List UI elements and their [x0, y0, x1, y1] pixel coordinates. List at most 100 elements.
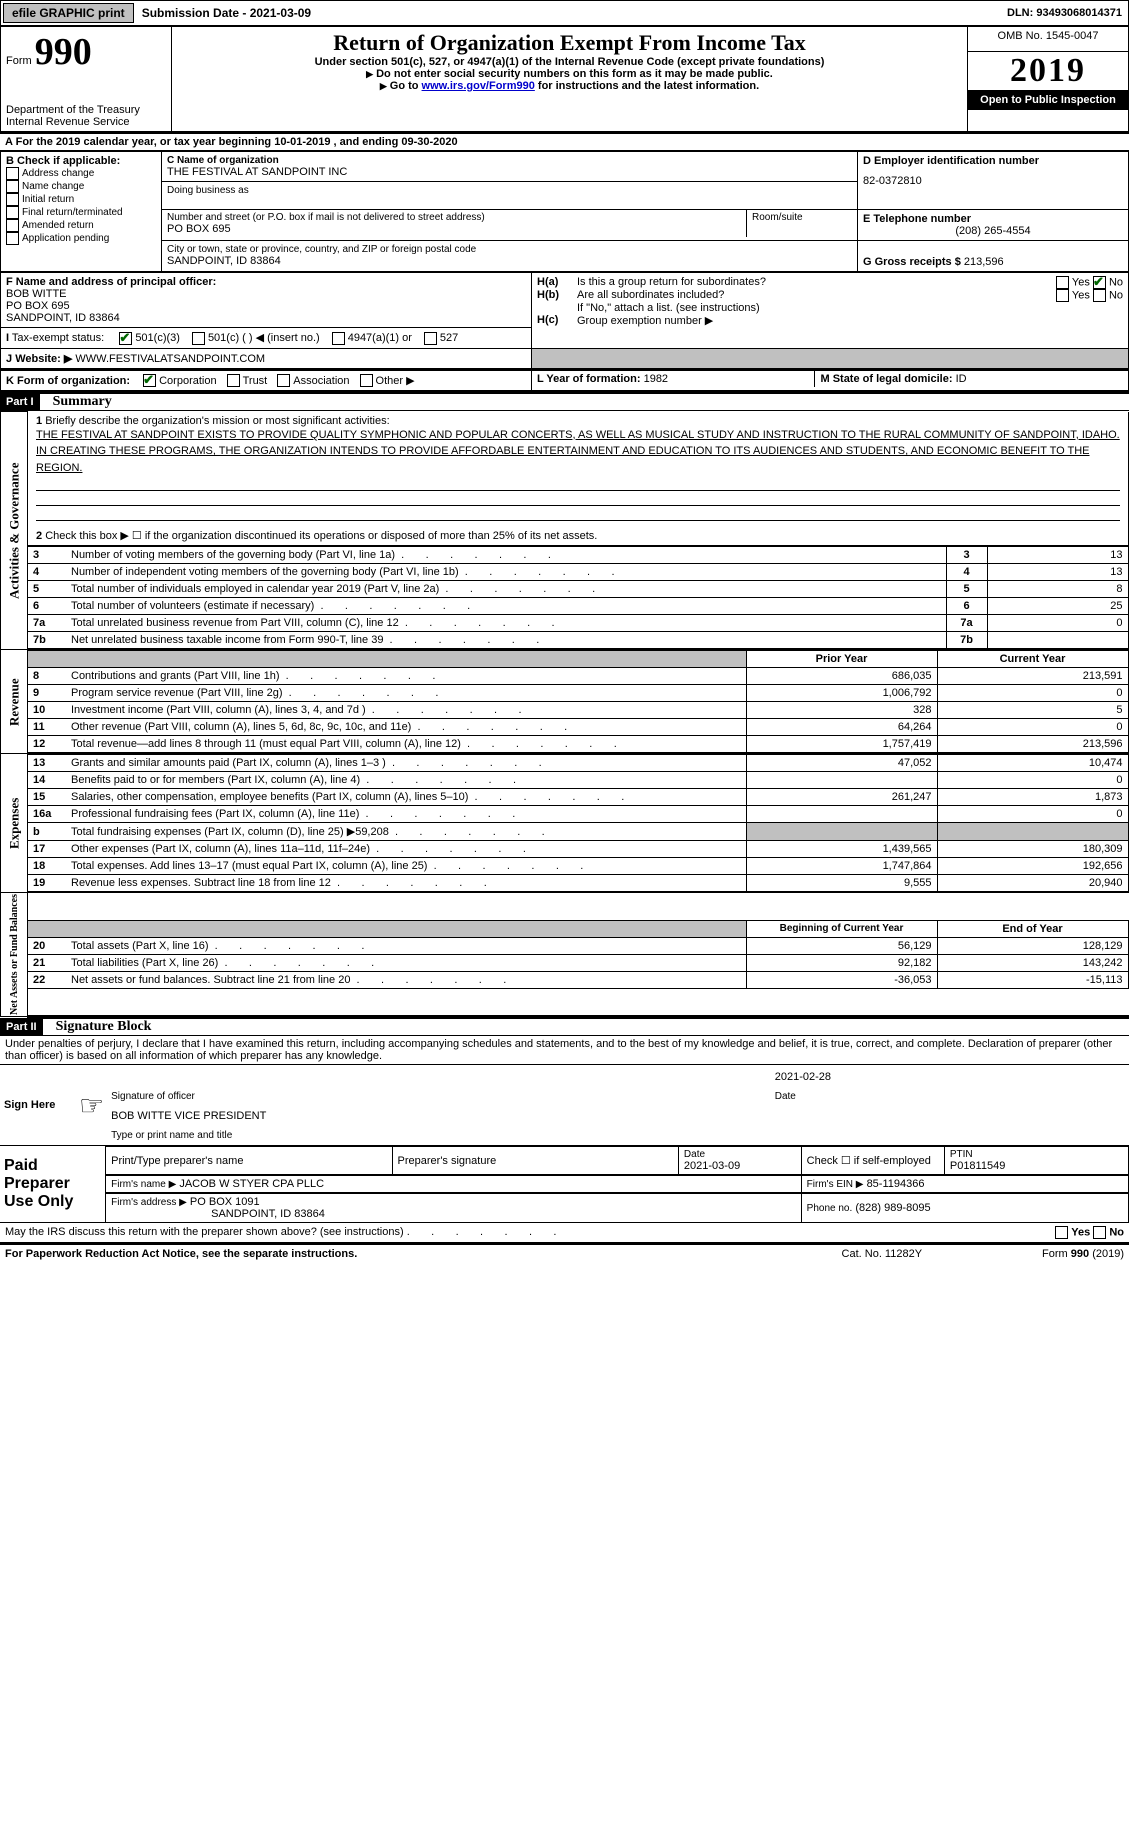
m-label: M State of legal domicile: [820, 373, 952, 385]
paperwork-notice: For Paperwork Reduction Act Notice, see … [5, 1248, 357, 1260]
line-label: Total revenue—add lines 8 through 11 (mu… [66, 736, 746, 753]
do-not-note: Do not enter social security numbers on … [376, 68, 773, 80]
i-checkbox[interactable] [332, 332, 345, 345]
sig-officer-label: Signature of officer [107, 1089, 769, 1104]
prior-year-value: 261,247 [746, 789, 937, 806]
ha-no-checkbox[interactable] [1093, 276, 1106, 289]
line-number: 19 [28, 875, 66, 892]
b-checkbox[interactable] [6, 193, 19, 206]
prior-year-value: 1,757,419 [746, 736, 937, 753]
street-label: Number and street (or P.O. box if mail i… [167, 212, 741, 223]
line-label: Net unrelated business taxable income fr… [66, 632, 946, 649]
k-checkbox[interactable] [360, 374, 373, 387]
firm-ein-label: Firm's EIN ▶ [807, 1179, 864, 1190]
i-checkbox[interactable] [119, 332, 132, 345]
header-block: B Check if applicable: Address changeNam… [0, 151, 1129, 272]
line-label: Program service revenue (Part VIII, line… [66, 685, 746, 702]
c-label: C Name of organization [167, 155, 852, 166]
line-a: A For the 2019 calendar year, or tax yea… [0, 134, 1129, 151]
part2-label: Part II [0, 1019, 43, 1035]
open-inspection: Open to Public Inspection [968, 90, 1128, 110]
discuss-yes-checkbox[interactable] [1055, 1226, 1068, 1239]
d-label: D Employer identification number [863, 155, 1123, 167]
typed-label: Type or print name and title [107, 1128, 1127, 1143]
k-checkbox[interactable] [227, 374, 240, 387]
k-checkbox[interactable] [143, 374, 156, 387]
typed-name: BOB WITTE VICE PRESIDENT [107, 1106, 1127, 1126]
side-revenue: Revenue [1, 650, 28, 754]
line-value: 13 [987, 547, 1128, 564]
line-a-text: For the 2019 calendar year, or tax year … [16, 136, 458, 148]
prior-year-value: 1,006,792 [746, 685, 937, 702]
firm-ein-value: 85-1194366 [867, 1178, 925, 1190]
ein-value: 82-0372810 [863, 175, 1123, 187]
current-year-value: 0 [937, 806, 1128, 823]
line-number: 4 [28, 564, 66, 581]
line-label: Contributions and grants (Part VIII, lin… [66, 668, 746, 685]
prior-year-value: 1,747,864 [746, 858, 937, 875]
line-label: Investment income (Part VIII, column (A)… [66, 702, 746, 719]
current-year-value: 20,940 [937, 875, 1128, 892]
b-checkbox[interactable] [6, 167, 19, 180]
street-value: PO BOX 695 [167, 223, 741, 235]
hb-no-checkbox[interactable] [1093, 289, 1106, 302]
line-label: Total liabilities (Part X, line 26) [66, 954, 746, 971]
fh-block: F Name and address of principal officer:… [0, 272, 1129, 393]
current-year-value: 1,873 [937, 789, 1128, 806]
omb-number: OMB No. 1545-0047 [968, 27, 1129, 52]
prior-year-value: 1,439,565 [746, 841, 937, 858]
line-label: Revenue less expenses. Subtract line 18 … [66, 875, 746, 892]
city-value: SANDPOINT, ID 83864 [167, 255, 852, 267]
b-checkbox[interactable] [6, 180, 19, 193]
line-label: Salaries, other compensation, employee b… [66, 789, 746, 806]
current-year-value [937, 823, 1128, 841]
b-checkbox[interactable] [6, 232, 19, 245]
hc-label: Group exemption number ▶ [577, 314, 713, 327]
summary-table: Activities & Governance 1 Briefly descri… [0, 411, 1129, 1018]
efile-button[interactable]: efile GRAPHIC print [3, 3, 134, 23]
line-number: 17 [28, 841, 66, 858]
k-checkbox[interactable] [277, 374, 290, 387]
line-label: Total expenses. Add lines 13–17 (must eq… [66, 858, 746, 875]
i-checkbox[interactable] [192, 332, 205, 345]
website-value: WWW.FESTIVALATSANDPOINT.COM [75, 353, 265, 365]
line-value: 0 [987, 615, 1128, 632]
subtitle: Under section 501(c), 527, or 4947(a)(1)… [177, 56, 962, 68]
dept-label: Department of the Treasury Internal Reve… [6, 104, 166, 128]
side-balances: Net Assets or Fund Balances [1, 893, 28, 1017]
j-label: Website: ▶ [15, 353, 72, 365]
b-checkbox[interactable] [6, 206, 19, 219]
side-governance: Activities & Governance [1, 412, 28, 650]
discuss-no-checkbox[interactable] [1093, 1226, 1106, 1239]
i-checkbox[interactable] [424, 332, 437, 345]
prep-sig-label: Preparer's signature [392, 1147, 678, 1175]
firm-addr1: PO BOX 1091 [190, 1196, 260, 1208]
line-number: 20 [28, 937, 66, 954]
l-value: 1982 [644, 373, 668, 385]
signature-table: Sign Here ☞ 2021-02-28 Signature of offi… [0, 1065, 1129, 1223]
prep-phone-value: (828) 989-8095 [855, 1202, 930, 1214]
i-label: Tax-exempt status: [12, 332, 104, 344]
line-label: Benefits paid to or for members (Part IX… [66, 772, 746, 789]
line-label: Other expenses (Part IX, column (A), lin… [66, 841, 746, 858]
firm-addr-label: Firm's address ▶ [111, 1197, 187, 1208]
instructions-link[interactable]: www.irs.gov/Form990 [422, 80, 535, 92]
line-label: Other revenue (Part VIII, column (A), li… [66, 719, 746, 736]
hb-yes-checkbox[interactable] [1056, 289, 1069, 302]
cat-no: Cat. No. 11282Y [842, 1248, 923, 1260]
form-prefix: Form [6, 55, 32, 67]
officer-addr2: SANDPOINT, ID 83864 [6, 312, 526, 324]
ha-yes-checkbox[interactable] [1056, 276, 1069, 289]
line-number: 18 [28, 858, 66, 875]
prior-year-value: 92,182 [746, 954, 937, 971]
f-label: F Name and address of principal officer: [6, 276, 526, 288]
line-ref: 7a [946, 615, 987, 632]
current-year-value: 213,596 [937, 736, 1128, 753]
current-year-value: 5 [937, 702, 1128, 719]
line-number: b [28, 823, 66, 841]
b-checkbox[interactable] [6, 219, 19, 232]
ptin-value: P01811549 [950, 1160, 1123, 1172]
line-ref: 3 [946, 547, 987, 564]
line-number: 22 [28, 971, 66, 988]
gross-receipts: 213,596 [964, 256, 1004, 268]
